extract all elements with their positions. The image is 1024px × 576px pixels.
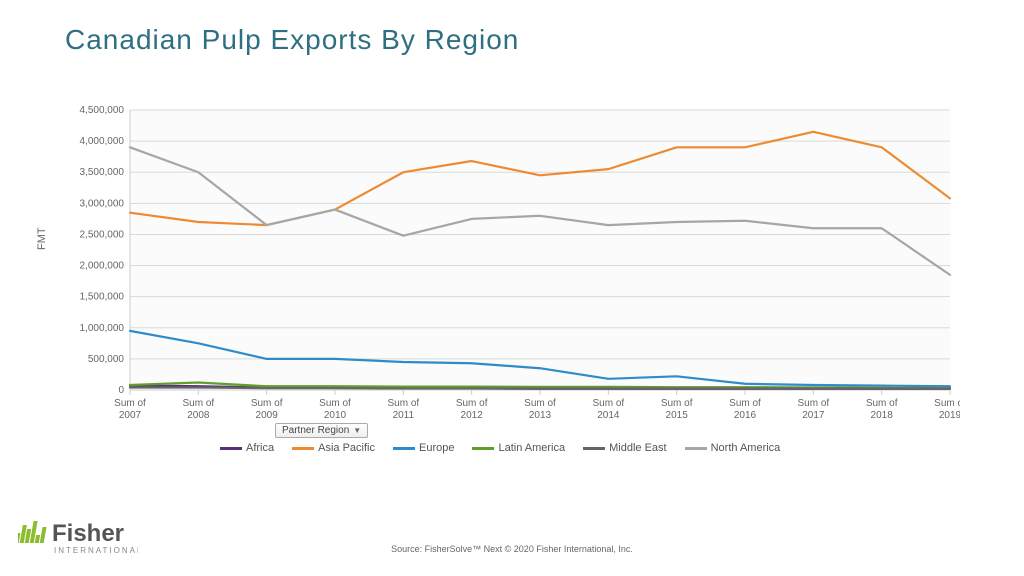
svg-text:3,000,000: 3,000,000 (80, 198, 125, 209)
legend-item[interactable]: Africa (220, 442, 274, 454)
line-chart: 0 500,000 1,000,000 1,500,000 2,000,000 2,500… (60, 100, 960, 440)
svg-text:2019: 2019 (939, 410, 960, 421)
svg-text:2,000,000: 2,000,000 (80, 261, 125, 272)
legend-swatch (685, 447, 707, 450)
svg-text:3,500,000: 3,500,000 (80, 167, 125, 178)
svg-text:Sum of: Sum of (661, 398, 693, 409)
legend-label: Africa (246, 442, 274, 454)
legend-label: Latin America (498, 442, 565, 454)
svg-text:Sum of: Sum of (114, 398, 146, 409)
page-title: Canadian Pulp Exports By Region (65, 24, 519, 56)
chart-container: FMT 0500,0001,000,0001,500,0002,000,0002… (60, 100, 960, 460)
svg-text:Sum of: Sum of (251, 398, 283, 409)
svg-text:Sum of: Sum of (866, 398, 898, 409)
svg-text:INTERNATIONAL: INTERNATIONAL (54, 546, 138, 555)
svg-text:2013: 2013 (529, 410, 552, 421)
svg-text:4,500,000: 4,500,000 (80, 105, 125, 116)
svg-text:500,000: 500,000 (88, 354, 125, 365)
source-caption: Source: FisherSolve™ Next © 2020 Fisher … (0, 544, 1024, 554)
svg-text:2011: 2011 (393, 410, 415, 421)
svg-text:1,000,000: 1,000,000 (80, 323, 125, 334)
svg-text:2009: 2009 (256, 410, 279, 421)
legend-label: Asia Pacific (318, 442, 375, 454)
legend-item[interactable]: Asia Pacific (292, 442, 375, 454)
svg-text:4,000,000: 4,000,000 (80, 136, 125, 147)
svg-text:2007: 2007 (119, 410, 142, 421)
svg-text:Sum of: Sum of (387, 398, 419, 409)
svg-text:2016: 2016 (734, 410, 757, 421)
svg-text:Sum of: Sum of (797, 398, 829, 409)
legend-item[interactable]: North America (685, 442, 781, 454)
legend-swatch (292, 447, 314, 450)
svg-text:1,500,000: 1,500,000 (80, 292, 125, 303)
svg-text:2,500,000: 2,500,000 (80, 229, 125, 240)
legend-item[interactable]: Middle East (583, 442, 666, 454)
legend-swatch (393, 447, 415, 450)
svg-text:2014: 2014 (597, 410, 620, 421)
svg-text:Sum of: Sum of (729, 398, 761, 409)
svg-text:Sum of: Sum of (524, 398, 556, 409)
legend-label: Middle East (609, 442, 666, 454)
fisher-logo: Fisher INTERNATIONAL (18, 513, 138, 564)
chart-legend: Africa Asia Pacific Europe Latin America Mid… (60, 442, 960, 454)
legend-swatch (220, 447, 242, 450)
svg-text:2010: 2010 (324, 410, 347, 421)
svg-text:Fisher: Fisher (52, 520, 124, 547)
dropdown-label: Partner Region (282, 425, 349, 436)
svg-text:Sum of: Sum of (456, 398, 488, 409)
legend-label: North America (711, 442, 781, 454)
svg-text:Sum of: Sum of (592, 398, 624, 409)
svg-text:2012: 2012 (461, 410, 484, 421)
slide: Canadian Pulp Exports By Region FMT 0 500… (0, 0, 1024, 576)
legend-item[interactable]: Latin America (472, 442, 565, 454)
svg-text:2017: 2017 (802, 410, 825, 421)
svg-text:2018: 2018 (871, 410, 894, 421)
svg-text:Sum of: Sum of (934, 398, 960, 409)
chevron-down-icon: ▼ (353, 426, 361, 435)
y-axis-title: FMT (36, 227, 48, 250)
svg-text:2008: 2008 (187, 410, 210, 421)
svg-text:0: 0 (118, 385, 124, 396)
legend-item[interactable]: Europe (393, 442, 454, 454)
legend-swatch (583, 447, 605, 450)
svg-text:2015: 2015 (666, 410, 689, 421)
partner-region-dropdown[interactable]: Partner Region ▼ (275, 423, 368, 438)
legend-label: Europe (419, 442, 454, 454)
svg-text:Sum of: Sum of (182, 398, 214, 409)
legend-swatch (472, 447, 494, 450)
svg-text:Sum of: Sum of (319, 398, 351, 409)
